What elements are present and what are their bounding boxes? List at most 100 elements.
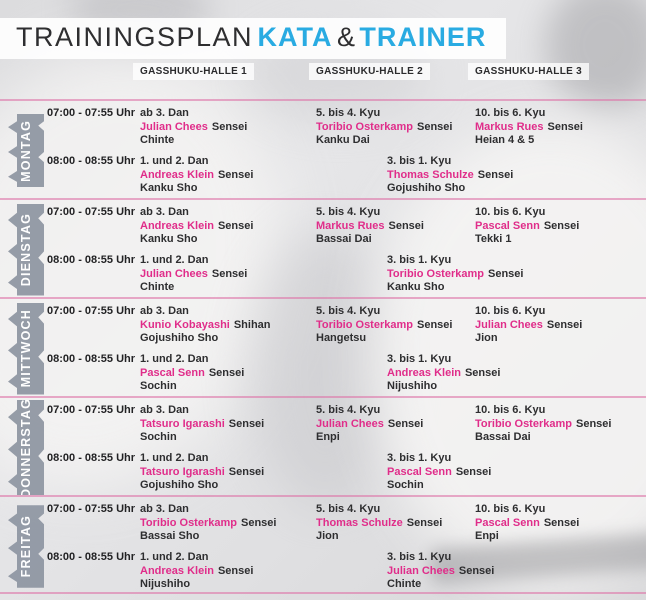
trainer-name: Julian Chees	[475, 318, 543, 331]
trainer-name: Andreas Klein	[140, 219, 214, 232]
schedule-entry: 3. bis 1. Kyu Toribio Osterkamp Sensei Kank…	[387, 254, 562, 295]
schedule-entry: 1. und 2. Dan Pascal Senn Sensei Sochin	[140, 353, 315, 394]
schedule-entry: 5. bis 4. Kyu Markus Rues Sensei Bassai Dai	[316, 206, 491, 247]
time-slot: 08:00 - 08:55 Uhr 1. und 2. Dan Andreas Kl…	[0, 551, 646, 597]
schedule-entry: 3. bis 1. Kyu Julian Chees Sensei Chinte	[387, 551, 562, 592]
trainer-line: Pascal Senn Sensei	[140, 367, 315, 381]
schedule-entry: 3. bis 1. Kyu Pascal Senn Sensei Sochin	[387, 452, 562, 493]
trainer-title: Sensei	[547, 120, 583, 133]
trainer-line: Tatsuro Igarashi Sensei	[140, 466, 315, 480]
trainer-line: Markus Rues Sensei	[475, 121, 646, 135]
time-label: 08:00 - 08:55 Uhr	[47, 551, 136, 563]
trainer-name: Tatsuro Igarashi	[140, 465, 225, 478]
level-label: 10. bis 6. Kyu	[475, 206, 546, 218]
trainer-line: Toribio Osterkamp Sensei	[316, 121, 491, 135]
trainer-line: Kunio Kobayashi Shihan	[140, 319, 315, 333]
time-slot: 07:00 - 07:55 Uhr ab 3. Dan Andreas Klein S…	[0, 206, 646, 252]
schedule-entry: 5. bis 4. Kyu Julian Chees Sensei Enpi	[316, 404, 491, 445]
trainer-name: Markus Rues	[475, 120, 544, 133]
time-label: 07:00 - 07:55 Uhr	[47, 404, 136, 416]
trainer-name: Andreas Klein	[387, 366, 461, 379]
level-label: 10. bis 6. Kyu	[475, 503, 546, 515]
schedule-entry: 10. bis 6. Kyu Markus Rues Sensei Heian 4 &…	[475, 107, 646, 148]
trainer-name: Thomas Schulze	[387, 168, 474, 181]
time-slot: 08:00 - 08:55 Uhr 1. und 2. Dan Julian Che…	[0, 254, 646, 300]
kata-name: Heian 4 & 5	[475, 134, 535, 146]
time-slot: 07:00 - 07:55 Uhr ab 3. Dan Tatsuro Igaras…	[0, 404, 646, 450]
page-title: TRAININGSPLAN KATA & TRAINER	[0, 18, 507, 59]
trainer-title: Sensei	[455, 465, 492, 478]
time-slot: 08:00 - 08:55 Uhr 1. und 2. Dan Pascal Sen…	[0, 353, 646, 399]
level-label: 5. bis 4. Kyu	[316, 305, 381, 317]
trainer-line: Julian Chees Sensei	[140, 268, 315, 282]
trainer-title: Sensei	[477, 168, 514, 181]
title-trainer: TRAINER	[359, 22, 487, 52]
trainer-line: Toribio Osterkamp Sensei	[387, 268, 562, 282]
kata-name: Sochin	[140, 431, 177, 443]
trainer-name: Kunio Kobayashi	[140, 318, 230, 331]
day-ribbon: MONTAG	[8, 114, 44, 187]
trainer-title: Sensei	[217, 219, 254, 232]
kata-name: Kanku Sho	[140, 182, 198, 194]
day-block: MITTWOCH 07:00 - 07:55 Uhr ab 3. Dan Kunio …	[0, 297, 646, 396]
trainer-title: Sensei	[416, 120, 453, 133]
kata-name: Gojushiho Sho	[140, 332, 219, 344]
time-label: 08:00 - 08:55 Uhr	[47, 353, 136, 365]
level-label: 3. bis 1. Kyu	[387, 452, 452, 464]
level-label: 3. bis 1. Kyu	[387, 551, 452, 563]
level-label: ab 3. Dan	[140, 305, 189, 317]
time-slot: 07:00 - 07:55 Uhr ab 3. Dan Kunio Kobayash…	[0, 305, 646, 351]
trainer-name: Markus Rues	[316, 219, 385, 232]
trainer-line: Julian Chees Sensei	[475, 319, 646, 333]
trainer-line: Toribio Osterkamp Sensei	[475, 418, 646, 432]
trainer-title: Sensei	[546, 318, 583, 331]
trainer-title: Sensei	[217, 564, 254, 577]
level-label: 5. bis 4. Kyu	[316, 107, 381, 119]
time-label: 08:00 - 08:55 Uhr	[47, 452, 136, 464]
schedule-entry: 1. und 2. Dan Andreas Klein Sensei Kanku Sh…	[140, 155, 315, 196]
trainer-line: Andreas Klein Sensei	[387, 367, 562, 381]
kata-name: Sochin	[140, 380, 177, 392]
day-ribbon: MITTWOCH	[8, 302, 44, 395]
trainer-line: Pascal Senn Sensei	[475, 517, 646, 531]
trainer-line: Julian Chees Sensei	[387, 565, 562, 579]
schedule-entry: ab 3. Dan Toribio Osterkamp Sensei Bassai S…	[140, 503, 315, 544]
column-header-halle-3: GASSHUKU-HALLE 3	[468, 63, 590, 80]
kata-name: Chinte	[140, 281, 175, 293]
schedule-entry: 5. bis 4. Kyu Thomas Schulze Sensei Jion	[316, 503, 491, 544]
trainer-title: Sensei	[575, 417, 612, 430]
schedule-entry: 5. bis 4. Kyu Toribio Osterkamp Sensei Kank…	[316, 107, 491, 148]
kata-name: Kanku Sho	[387, 281, 445, 293]
trainer-title: Sensei	[487, 267, 524, 280]
schedule-entry: ab 3. Dan Kunio Kobayashi Shihan Gojushiho …	[140, 305, 315, 346]
level-label: ab 3. Dan	[140, 206, 189, 218]
schedule-entry: 5. bis 4. Kyu Toribio Osterkamp Sensei Hang…	[316, 305, 491, 346]
day-block: FREITAG 07:00 - 07:55 Uhr ab 3. Dan Toribio…	[0, 495, 646, 594]
time-slot: 08:00 - 08:55 Uhr 1. und 2. Dan Andreas Kl…	[0, 155, 646, 201]
trainer-line: Andreas Klein Sensei	[140, 169, 315, 183]
time-label: 07:00 - 07:55 Uhr	[47, 206, 136, 218]
trainer-line: Tatsuro Igarashi Sensei	[140, 418, 315, 432]
schedule-entry: 1. und 2. Dan Tatsuro Igarashi Sensei Gojus…	[140, 452, 315, 493]
trainer-name: Toribio Osterkamp	[316, 120, 413, 133]
schedule-entry: 10. bis 6. Kyu Julian Chees Sensei Jion	[475, 305, 646, 346]
level-label: 1. und 2. Dan	[140, 551, 209, 563]
level-label: 10. bis 6. Kyu	[475, 107, 546, 119]
trainer-title: Sensei	[211, 120, 248, 133]
trainer-title: Sensei	[208, 366, 245, 379]
trainer-line: Andreas Klein Sensei	[140, 565, 315, 579]
trainer-name: Julian Chees	[140, 267, 208, 280]
time-slot: 07:00 - 07:55 Uhr ab 3. Dan Julian Chees Se…	[0, 107, 646, 153]
trainer-name: Pascal Senn	[475, 219, 540, 232]
kata-name: Jion	[316, 530, 339, 542]
level-label: 10. bis 6. Kyu	[475, 305, 546, 317]
kata-name: Hangetsu	[316, 332, 367, 344]
schedule-entry: 1. und 2. Dan Julian Chees Sensei Chinte	[140, 254, 315, 295]
schedule-entry: 1. und 2. Dan Andreas Klein Sensei Nijushih…	[140, 551, 315, 592]
schedule-entry: ab 3. Dan Andreas Klein Sensei Kanku Sho	[140, 206, 315, 247]
level-label: 1. und 2. Dan	[140, 155, 209, 167]
kata-name: Kanku Dai	[316, 134, 370, 146]
trainer-name: Toribio Osterkamp	[140, 516, 237, 529]
trainer-name: Julian Chees	[140, 120, 208, 133]
kata-name: Bassai Sho	[140, 530, 200, 542]
